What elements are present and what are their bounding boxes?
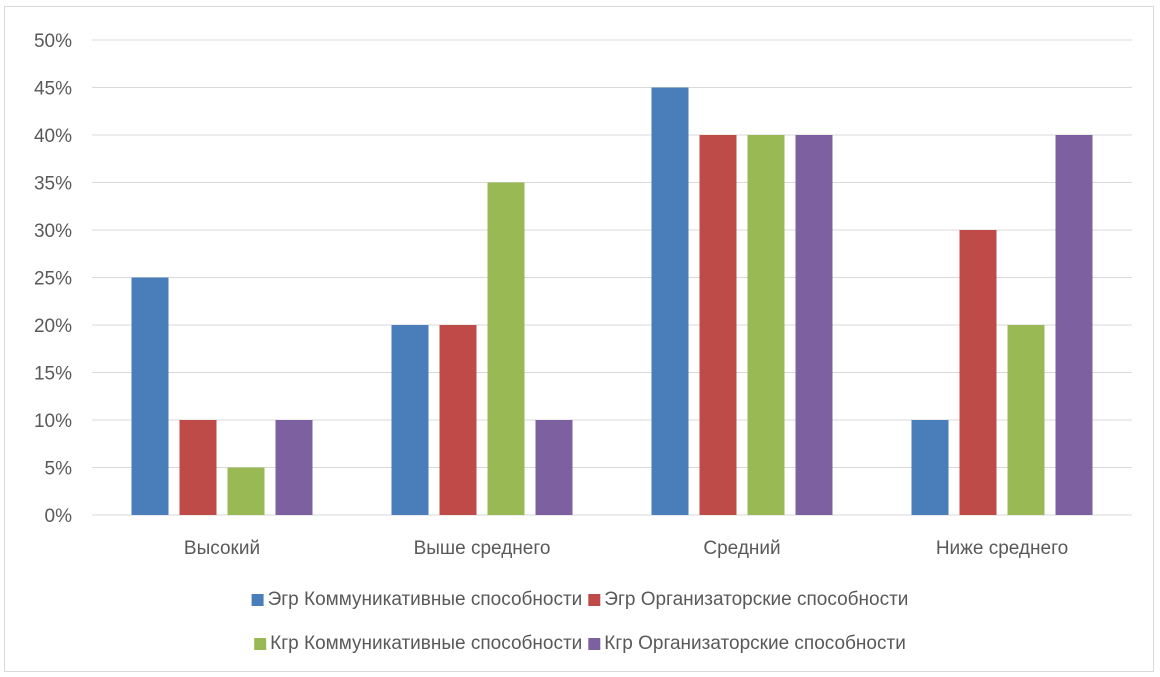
y-tick-label: 50% — [34, 31, 72, 52]
bar — [959, 230, 997, 515]
y-tick-label: 40% — [34, 126, 72, 147]
legend-swatch — [588, 594, 601, 606]
y-tick-label: 25% — [34, 269, 72, 290]
legend-swatch — [251, 594, 264, 606]
y-tick-label: 5% — [45, 459, 73, 480]
legend-label: Кгр Коммуникативные способности — [270, 633, 582, 654]
legend: Эгр Коммуникативные способности Эгр Орган… — [251, 589, 908, 654]
legend-swatch — [254, 638, 267, 650]
x-category-label: Высокий — [184, 538, 260, 559]
bar — [487, 182, 525, 515]
bar — [131, 277, 169, 515]
legend-item: Кгр Коммуникативные способности — [254, 633, 582, 654]
x-category-label: Средний — [703, 538, 780, 559]
y-tick-label: 45% — [34, 79, 72, 100]
bar — [911, 420, 949, 515]
y-tick-label: 0% — [45, 506, 73, 527]
bar — [747, 135, 785, 515]
bar — [699, 135, 737, 515]
legend-label: Кгр Организаторские способности — [604, 633, 906, 654]
bar — [391, 325, 429, 515]
bars — [131, 87, 1093, 515]
y-tick-label: 15% — [34, 364, 72, 385]
legend-swatch — [588, 638, 601, 650]
bar — [227, 467, 265, 515]
y-tick-label: 20% — [34, 316, 72, 337]
y-tick-label: 30% — [34, 221, 72, 242]
x-axis-labels: Высокий Выше среднего Средний Ниже среднего — [184, 538, 1068, 559]
y-tick-label: 10% — [34, 411, 72, 432]
bar — [795, 135, 833, 515]
bar — [1007, 325, 1045, 515]
x-category-label: Ниже среднего — [936, 538, 1068, 559]
bar — [439, 325, 477, 515]
legend-label: Эгр Организаторские способности — [604, 589, 908, 610]
bar — [275, 420, 313, 515]
legend-label: Эгр Коммуникативные способности — [268, 589, 583, 610]
bar — [535, 420, 573, 515]
bar — [651, 87, 689, 515]
y-tick-label: 35% — [34, 174, 72, 195]
x-category-label: Выше среднего — [414, 538, 551, 559]
y-axis-ticks: 0% 5% 10% 15% 20% 25% 30% 35% 40% 45% 50% — [34, 31, 72, 527]
legend-item: Эгр Коммуникативные способности — [251, 589, 583, 610]
legend-item: Кгр Организаторские способности — [588, 633, 906, 654]
bar — [1055, 135, 1093, 515]
legend-item: Эгр Организаторские способности — [588, 589, 908, 610]
bar — [179, 420, 217, 515]
gridlines — [92, 39, 1132, 516]
